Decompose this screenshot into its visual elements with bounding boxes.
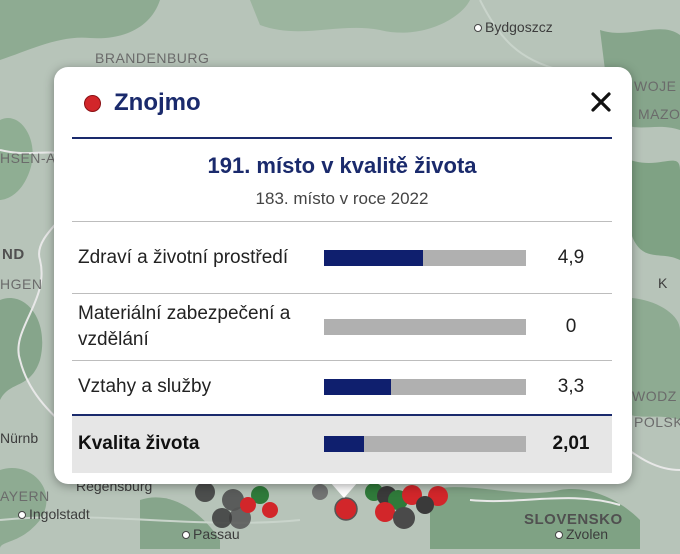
- map-region-label: WODZ: [632, 388, 677, 404]
- close-icon: [591, 92, 611, 112]
- map-country-label: SLOVENSKO: [524, 511, 623, 528]
- metric-label: Zdraví a životní prostředí: [72, 221, 324, 294]
- map-region-label: ND: [2, 246, 25, 263]
- map-region-label: HGEN: [0, 276, 43, 292]
- close-button[interactable]: [586, 87, 616, 117]
- map-region-label: WOJE: [634, 78, 677, 94]
- metric-label: Vztahy a služby: [72, 360, 324, 415]
- map-region-label: POLSK: [634, 414, 680, 430]
- map-region-label: BRANDENBURG: [95, 50, 210, 66]
- metrics-table: Zdraví a životní prostředí 4,9 Materiáln…: [72, 221, 612, 473]
- district-marker-icon: [84, 95, 101, 112]
- city-dot-icon: [182, 531, 190, 540]
- city-dot-icon: [18, 511, 26, 520]
- total-value: 2,01: [530, 413, 612, 473]
- map-city-label: Passau: [182, 526, 240, 542]
- map-city-label: K: [658, 275, 668, 291]
- metric-row: Vztahy a služby 3,3: [72, 360, 612, 415]
- popup-pointer: [330, 482, 358, 498]
- metric-label: Materiální zabezpečení a vzdělání: [72, 293, 324, 361]
- map-region-label: MAZO: [638, 106, 680, 122]
- metric-value: 4,9: [530, 221, 612, 294]
- map-region-label: AYERN: [0, 488, 50, 504]
- metric-row: Materiální zabezpečení a vzdělání 0: [72, 293, 612, 361]
- metric-row: Zdraví a životní prostředí 4,9: [72, 221, 612, 294]
- popup-header: Znojmo: [54, 67, 632, 139]
- total-row: Kvalita života 2,01: [72, 413, 612, 473]
- district-popup: Znojmo 191. místo v kvalitě života 183. …: [54, 67, 632, 484]
- map-city-label: Bydgoszcz: [474, 19, 553, 35]
- metric-value: 0: [530, 293, 612, 361]
- header-divider: [72, 137, 612, 139]
- map-city-label: Zvolen: [555, 526, 608, 542]
- rank-previous-year: 183. místo v roce 2022: [255, 189, 429, 208]
- map-city-label: Nürnb: [0, 430, 39, 446]
- total-bar: [324, 436, 526, 452]
- rank-title: 191. místo v kvalitě života: [207, 153, 477, 178]
- city-dot-icon: [474, 24, 482, 33]
- map-region-label: HSEN-A: [0, 150, 56, 166]
- metric-value: 3,3: [530, 360, 612, 415]
- metric-bar: [324, 319, 526, 335]
- total-label: Kvalita života: [72, 413, 324, 473]
- total-bar-fill: [324, 436, 365, 452]
- metric-bar: [324, 249, 526, 266]
- map-city-label: Ingolstadt: [18, 506, 90, 522]
- district-name: Znojmo: [114, 89, 201, 116]
- metric-bar-fill: [324, 249, 423, 266]
- metric-bar-fill: [324, 379, 391, 396]
- city-dot-icon: [555, 531, 563, 540]
- metric-bar: [324, 379, 526, 396]
